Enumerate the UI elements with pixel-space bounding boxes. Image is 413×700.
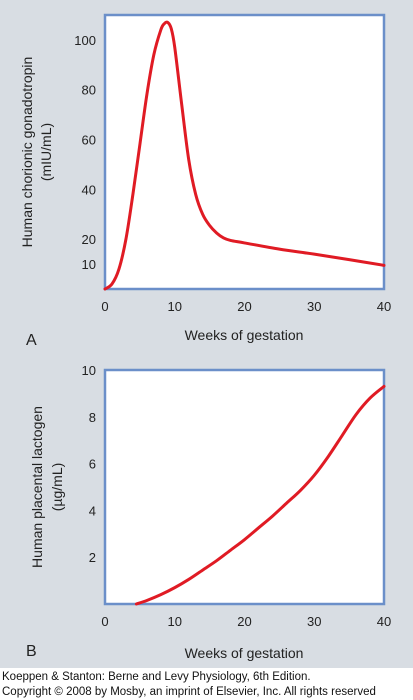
- panel-b-x-tick-20: 20: [237, 614, 251, 629]
- panel-a-plot-area: [103, 13, 386, 291]
- panel-b-x-tick-labels: 0 10 20 30 40: [101, 614, 391, 629]
- copyright-credit: Koeppen & Stanton: Berne and Levy Physio…: [2, 670, 413, 700]
- panel-a-xlabel: Weeks of gestation: [185, 327, 304, 343]
- panel-a-ylabel-line1: Human chorionic gonadotropin: [19, 57, 35, 248]
- panel-b-xlabel: Weeks of gestation: [185, 645, 304, 661]
- panel-a-ylabel-line2: (mIU/mL): [38, 123, 54, 181]
- panel-a-y-tick-10: 10: [82, 257, 96, 272]
- panel-a-y-tick-40: 40: [82, 182, 96, 197]
- panel-a-y-tick-20: 20: [82, 232, 96, 247]
- chart-panel-a: 10 20 40 60 80 100 0 10 20 30 40 Human chorionic …: [19, 13, 391, 349]
- panel-a-y-tick-labels: 10 20 40 60 80 100: [74, 33, 96, 272]
- panel-a-x-tick-30: 30: [307, 299, 321, 314]
- panel-b-y-tick-8: 8: [89, 410, 96, 425]
- panel-b-x-tick-0: 0: [101, 614, 108, 629]
- panel-a-y-tick-80: 80: [82, 83, 96, 98]
- panel-b-plot-area: [103, 368, 386, 606]
- panel-b-y-tick-4: 4: [89, 503, 96, 518]
- panel-a-x-tick-labels: 0 10 20 30 40: [101, 299, 391, 314]
- panel-a-y-tick-100: 100: [74, 33, 96, 48]
- chart-panel-b: 2 4 6 8 10 0 10 20 30 40 Human placental lactoge…: [26, 363, 391, 661]
- panel-a-hcg-curve: [103, 20, 386, 291]
- panel-b-letter: B: [26, 643, 37, 660]
- panel-a-letter: A: [26, 332, 37, 349]
- panel-b-hpl-curve: [134, 384, 386, 606]
- panel-b-x-tick-40: 40: [377, 614, 391, 629]
- credit-line-2: Copyright © 2008 by Mosby, an imprint of…: [2, 686, 376, 698]
- panel-a-x-tick-20: 20: [237, 299, 251, 314]
- panel-b-y-tick-6: 6: [89, 457, 96, 472]
- panel-b-y-tick-2: 2: [89, 550, 96, 565]
- panel-b-y-tick-labels: 2 4 6 8 10: [82, 363, 96, 565]
- panel-b-ylabel-line2: (µg/mL): [49, 463, 65, 512]
- panel-a-y-tick-60: 60: [82, 133, 96, 148]
- panel-b-x-tick-30: 30: [307, 614, 321, 629]
- panel-a-x-tick-10: 10: [168, 299, 182, 314]
- panel-a-x-tick-40: 40: [377, 299, 391, 314]
- panel-b-y-tick-10: 10: [82, 363, 96, 378]
- panel-b-ylabel-line1: Human placental lactogen: [29, 406, 45, 568]
- panel-a-x-tick-0: 0: [101, 299, 108, 314]
- panel-b-x-tick-10: 10: [168, 614, 182, 629]
- credit-line-1: Koeppen & Stanton: Berne and Levy Physio…: [2, 671, 311, 683]
